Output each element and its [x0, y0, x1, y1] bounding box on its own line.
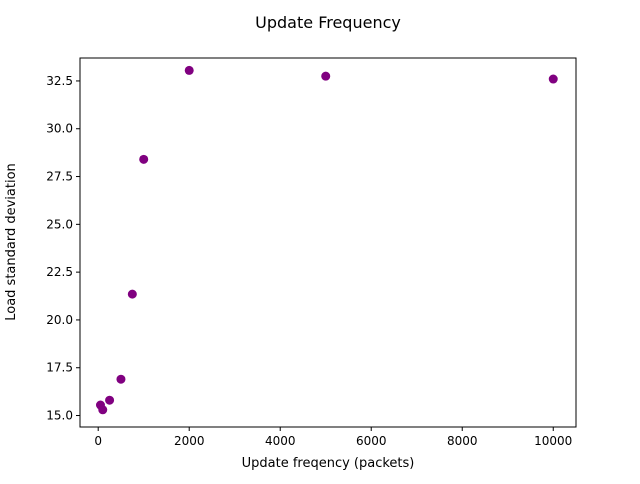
- data-point: [98, 405, 108, 415]
- x-axis-label: Update freqency (packets): [242, 456, 415, 471]
- y-tick-label: 15.0: [46, 409, 73, 423]
- y-axis: 15.0 17.5 20.0 22.5 25.0 27.5 30.0 32.5: [46, 74, 80, 423]
- x-axis: 0 2000 4000 6000 8000 10000: [94, 427, 572, 448]
- data-points: [95, 65, 558, 415]
- y-axis-label: Load standard deviation: [4, 163, 19, 321]
- x-tick-label: 4000: [265, 434, 296, 448]
- plot-frame: [79, 57, 577, 428]
- x-tick-label: 8000: [447, 434, 478, 448]
- x-tick-label: 0: [94, 434, 102, 448]
- y-tick-label: 27.5: [46, 170, 73, 184]
- y-tick-label: 20.0: [46, 313, 73, 327]
- data-point: [548, 74, 558, 84]
- y-tick-label: 25.0: [46, 217, 73, 231]
- data-point: [184, 65, 194, 75]
- y-tick-label: 22.5: [46, 265, 73, 279]
- plot-area: [79, 57, 577, 428]
- x-tick-label: 2000: [174, 434, 205, 448]
- x-tick-label: 6000: [356, 434, 387, 448]
- y-tick-label: 32.5: [46, 74, 73, 88]
- data-point: [127, 289, 137, 299]
- data-point: [321, 71, 331, 81]
- data-point: [116, 374, 126, 384]
- data-point: [139, 154, 149, 164]
- chart-title: Update Frequency: [255, 13, 401, 32]
- y-tick-label: 17.5: [46, 361, 73, 375]
- data-point: [105, 395, 115, 405]
- y-tick-label: 30.0: [46, 122, 73, 136]
- x-tick-label: 10000: [534, 434, 572, 448]
